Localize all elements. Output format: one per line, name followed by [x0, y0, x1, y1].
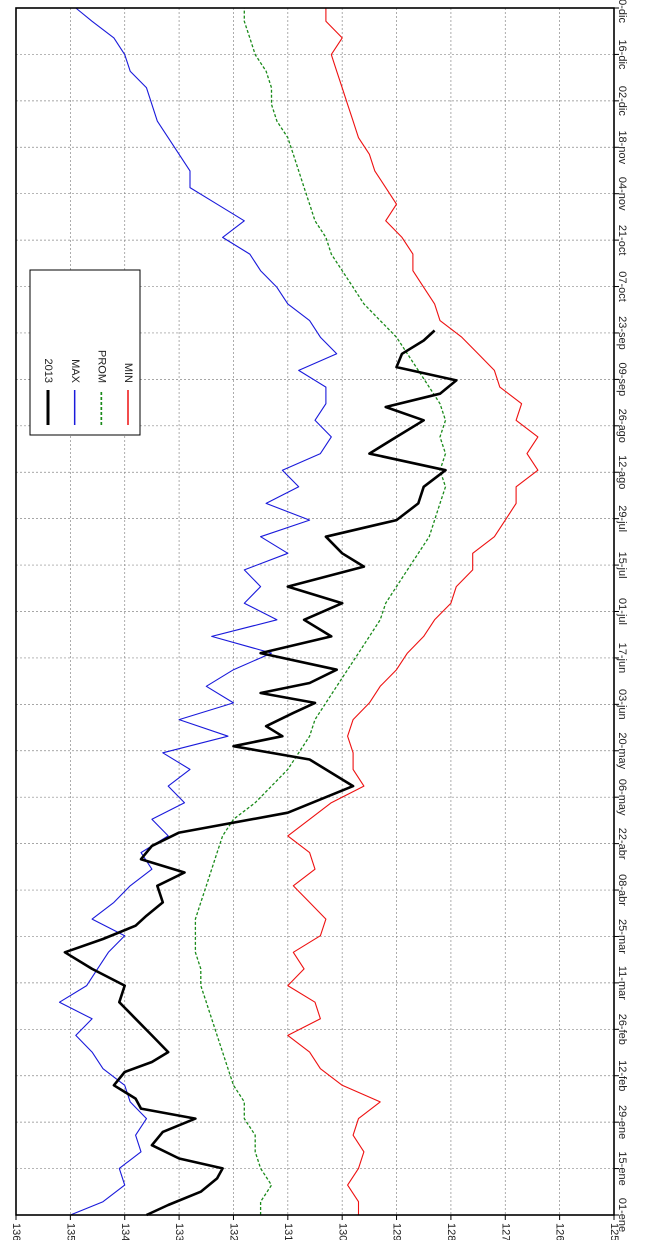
y-tick-label: 136: [10, 1223, 22, 1240]
x-tick-label: 15-jul: [616, 552, 628, 579]
x-tick-label: 30-dic: [616, 0, 628, 23]
x-tick-label: 06-may: [616, 779, 628, 816]
x-tick-label: 03-jun: [616, 689, 628, 720]
y-tick-label: 135: [64, 1223, 76, 1240]
y-tick-label: 129: [391, 1223, 403, 1240]
y-tick-label: 134: [119, 1223, 131, 1240]
legend-label-2013: 2013: [42, 359, 54, 383]
x-tick-label: 07-oct: [616, 271, 628, 302]
y-tick-label: 131: [282, 1223, 294, 1240]
x-tick-label: 08-abr: [616, 874, 628, 906]
legend-label-prom: PROM: [95, 350, 107, 383]
series-line-prom: [194, 8, 447, 1215]
x-tick-label: 15-ene: [616, 1151, 628, 1185]
x-tick-label: 22-abr: [616, 828, 628, 860]
x-tick-label: 12-feb: [616, 1060, 628, 1091]
series-layer: [58, 7, 539, 1217]
y-tick-label: 130: [336, 1223, 348, 1240]
series-line-max: [58, 7, 338, 1216]
x-tick-label: 25-mar: [616, 919, 628, 954]
y-tick-label: 132: [228, 1223, 240, 1240]
x-tick-label: 01-jul: [616, 598, 628, 625]
y-tick-label: 127: [499, 1223, 511, 1240]
series-line-2013: [63, 329, 458, 1217]
legend-box: [29, 269, 141, 436]
x-tick-label: 23-sep: [616, 316, 628, 350]
x-tick-label: 29-ene: [616, 1105, 628, 1139]
y-tick-label: 125: [608, 1223, 620, 1240]
y-tick-label: 133: [173, 1223, 185, 1240]
legend-label-min: MIN: [122, 363, 134, 383]
x-tick-label: 04-nov: [616, 177, 628, 211]
x-tick-label: 20-may: [616, 732, 628, 769]
legend-label-max: MAX: [69, 359, 81, 384]
tick-labels: 125 126 127 128 129 130 131 132 133 134 135 136 01-e…: [10, 0, 628, 1240]
x-tick-label: 18-nov: [616, 130, 628, 164]
x-tick-label: 11-mar: [616, 966, 628, 1000]
legend: 2013 MAX PROM MIN: [29, 269, 141, 436]
x-tick-label: 21-oct: [616, 225, 628, 256]
y-tick-label: 126: [554, 1223, 566, 1240]
y-tick-label: 128: [445, 1223, 457, 1240]
x-tick-label: 02-dic: [616, 86, 628, 116]
x-tick-label: 01-ene: [616, 1198, 628, 1232]
gridlines: [15, 7, 615, 1216]
x-tick-label: 26-ago: [616, 409, 628, 443]
x-tick-label: 29-jul: [616, 505, 628, 532]
x-tick-label: 12-ago: [616, 455, 628, 489]
x-tick-label: 09-sep: [616, 363, 628, 397]
x-tick-label: 17-jun: [616, 643, 628, 674]
series-line-min: [287, 8, 539, 1215]
x-tick-label: 16-dic: [616, 39, 628, 69]
x-tick-label: 26-feb: [616, 1014, 628, 1045]
